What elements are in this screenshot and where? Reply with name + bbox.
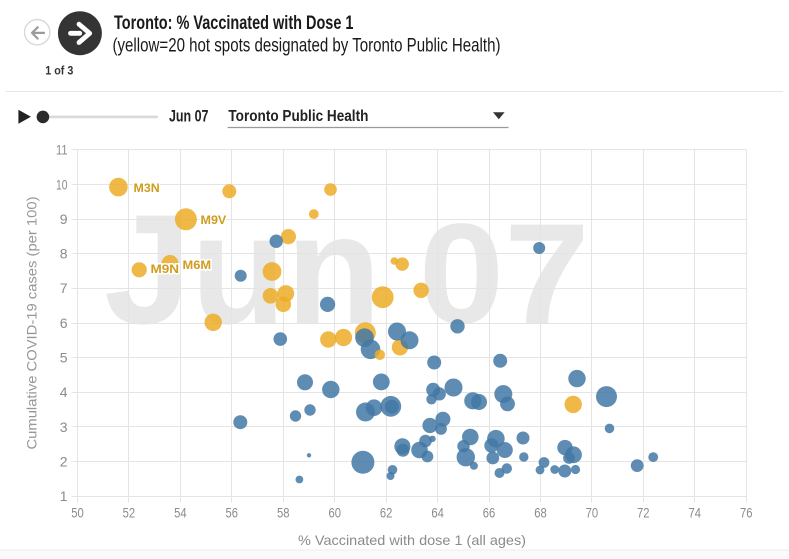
svg-text:M9V: M9V xyxy=(201,213,227,227)
svg-text:52: 52 xyxy=(123,504,136,520)
svg-text:Cumulative COVID-19 cases (per: Cumulative COVID-19 cases (per 100) xyxy=(24,197,40,450)
svg-text:1 of 3: 1 of 3 xyxy=(45,63,73,77)
svg-text:54: 54 xyxy=(174,504,187,520)
svg-text:2: 2 xyxy=(60,453,68,469)
svg-text:11: 11 xyxy=(56,142,68,158)
svg-text:(yellow=20 hot spots designate: (yellow=20 hot spots designated by Toron… xyxy=(113,36,501,57)
svg-text:% Vaccinated with dose 1 (all: % Vaccinated with dose 1 (all ages) xyxy=(298,532,526,548)
svg-text:8: 8 xyxy=(60,246,68,262)
svg-text:70: 70 xyxy=(586,504,599,520)
svg-text:Toronto Public Health: Toronto Public Health xyxy=(228,108,368,125)
svg-text:74: 74 xyxy=(689,504,702,520)
svg-text:Jun: Jun xyxy=(104,183,381,357)
svg-text:Jun 07: Jun 07 xyxy=(169,108,209,126)
svg-text:M9N: M9N xyxy=(151,262,180,276)
svg-text:10: 10 xyxy=(56,176,68,192)
svg-text:5: 5 xyxy=(60,350,68,366)
svg-text:07: 07 xyxy=(419,195,590,354)
svg-text:6: 6 xyxy=(60,315,68,331)
svg-text:M6M: M6M xyxy=(183,258,212,272)
svg-text:M3N: M3N xyxy=(134,181,160,195)
svg-text:64: 64 xyxy=(431,504,444,520)
svg-text:3: 3 xyxy=(60,419,68,435)
svg-text:66: 66 xyxy=(483,504,496,520)
svg-text:1: 1 xyxy=(60,488,68,504)
svg-text:4: 4 xyxy=(60,384,68,400)
svg-text:62: 62 xyxy=(380,504,393,520)
svg-text:72: 72 xyxy=(637,504,650,520)
svg-text:Toronto: % Vaccinated with Dos: Toronto: % Vaccinated with Dose 1 xyxy=(114,13,354,34)
svg-text:76: 76 xyxy=(740,504,753,520)
svg-text:50: 50 xyxy=(71,504,84,520)
svg-text:58: 58 xyxy=(277,504,290,520)
svg-text:9: 9 xyxy=(60,211,68,227)
svg-text:7: 7 xyxy=(60,280,68,296)
svg-text:56: 56 xyxy=(226,504,239,520)
svg-text:68: 68 xyxy=(534,504,547,520)
svg-text:60: 60 xyxy=(328,504,341,520)
